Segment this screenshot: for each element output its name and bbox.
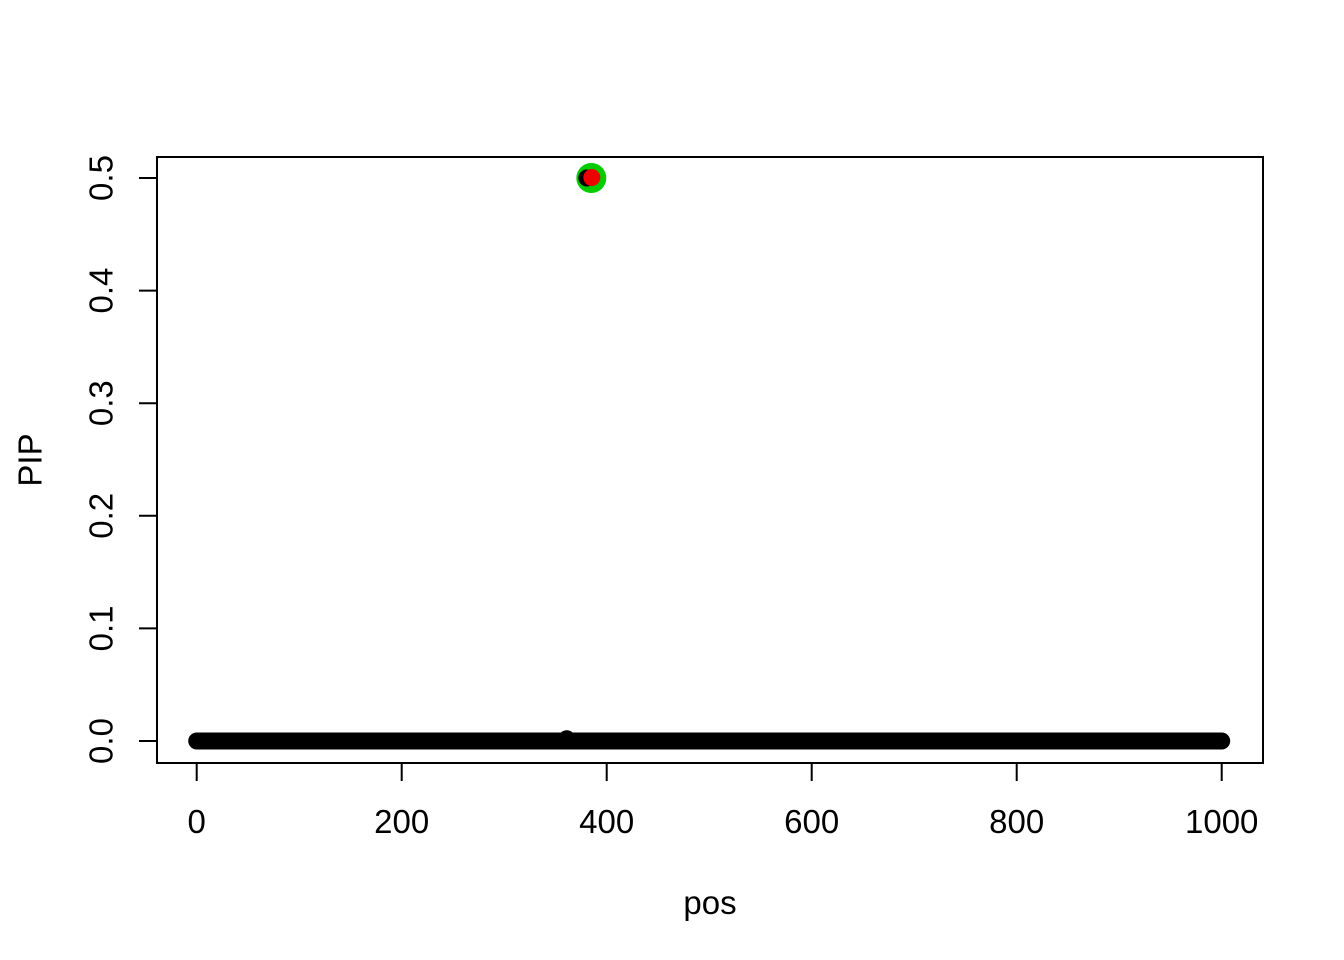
y-tick-label: 0.5 <box>83 155 120 201</box>
highlight-red-dot <box>583 169 601 186</box>
y-tick-label: 0.2 <box>83 493 120 539</box>
y-axis-label: PIP <box>12 433 49 486</box>
x-tick-label: 800 <box>989 803 1044 840</box>
x-tick-label: 400 <box>579 803 634 840</box>
data-layer <box>188 163 1231 750</box>
x-tick-label: 200 <box>374 803 429 840</box>
y-tick-label: 0.4 <box>83 268 120 314</box>
y-tick-label: 0.3 <box>83 380 120 426</box>
x-tick-label: 1000 <box>1185 803 1258 840</box>
y-tick-label: 0.0 <box>83 718 120 764</box>
plot-box <box>156 156 1264 764</box>
x-axis: 0 200 400 600 800 1000 <box>188 763 1258 840</box>
y-axis: 0.0 0.1 0.2 0.3 0.4 0.5 <box>83 155 157 764</box>
x-tick-label: 0 <box>188 803 206 840</box>
x-tick-label: 600 <box>784 803 839 840</box>
x-axis-label: pos <box>683 884 736 921</box>
elevated-point <box>558 730 576 748</box>
y-tick-label: 0.1 <box>83 605 120 651</box>
